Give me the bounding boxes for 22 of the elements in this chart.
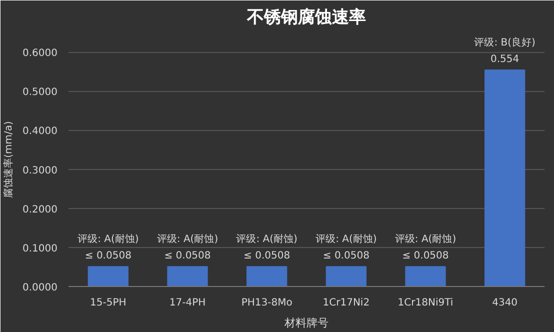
data-label: 评级: A(耐蚀) ≤ 0.0508	[236, 233, 298, 262]
x-tick-label: 4340	[492, 298, 518, 308]
y-tick-label: 0.4000	[22, 126, 58, 138]
y-tick-label: 0.5000	[22, 87, 58, 98]
x-axis-title: 材料牌号	[284, 316, 328, 330]
y-axis-title: 腐蚀速率(mm/a)	[2, 121, 15, 198]
y-tick-label: 0.0000	[22, 282, 58, 294]
data-label: 评级: A(耐蚀) ≤ 0.0508	[78, 233, 139, 262]
x-tick-label: 1Cr17Ni2	[322, 298, 370, 308]
data-label: 评级: B(良好) 0.554	[474, 36, 536, 66]
x-tick-label: PH13-8Mo	[241, 298, 292, 308]
x-tick-label: 1Cr18Ni9Ti	[398, 298, 454, 308]
y-tick-label: 0.2000	[22, 204, 58, 216]
data-label: 评级: A(耐蚀) ≤ 0.0508	[316, 233, 377, 262]
y-tick-label: 0.1000	[22, 243, 58, 254]
x-tick-label: 17-4PH	[169, 298, 206, 308]
y-tick-label: 0.6000	[22, 48, 58, 60]
x-tick-label: 15-5PH	[90, 298, 126, 308]
data-label: 评级: A(耐蚀) ≤ 0.0508	[394, 233, 456, 262]
data-label: 评级: A(耐蚀) ≤ 0.0508	[156, 233, 218, 262]
chart-title: 不锈钢腐蚀速率	[246, 8, 366, 28]
y-tick-label: 0.3000	[22, 165, 58, 176]
